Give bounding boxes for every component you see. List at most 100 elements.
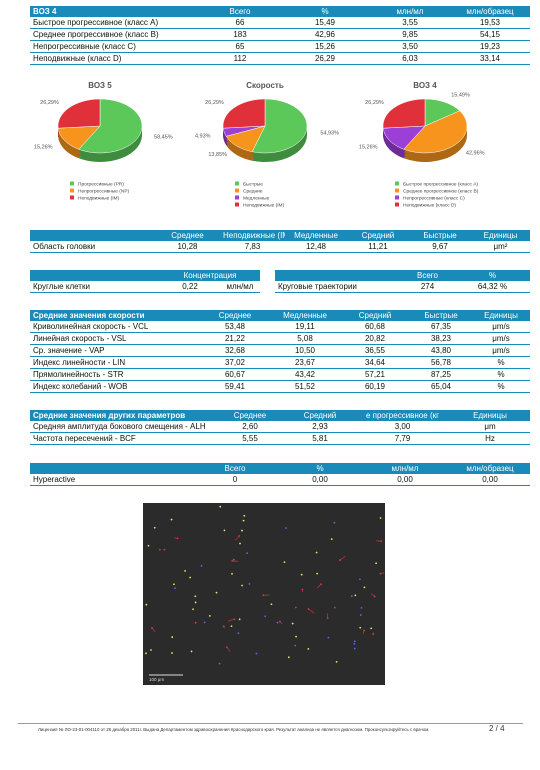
- cell-dot: [231, 572, 233, 575]
- cell-dot: [231, 560, 234, 562]
- cell-dot: [194, 621, 197, 624]
- table-cell: 0,00: [360, 474, 450, 486]
- cell-dot: [330, 538, 333, 541]
- cell-dot: [353, 640, 356, 643]
- table-cell: Hz: [450, 432, 530, 445]
- table-row: Средняя амплитуда бокового смещения - AL…: [30, 421, 530, 433]
- cell-dot: [145, 603, 148, 606]
- header-cell: Концентрация: [160, 270, 260, 281]
- table-cell: 112: [200, 52, 280, 65]
- table-cell: 3,50: [370, 40, 450, 53]
- header-cell: млн/мл: [370, 6, 450, 17]
- track: [334, 606, 336, 608]
- header-cell: Всего: [200, 6, 280, 17]
- header-cell: [275, 270, 400, 281]
- table-cell: Среднее прогрессивное (класс B): [30, 28, 200, 41]
- header-cell: Всего: [190, 463, 280, 474]
- table-cell: 33,14: [450, 52, 530, 65]
- track: [380, 572, 385, 575]
- slice-label: 15,49%: [451, 92, 470, 98]
- header-cell: Быстрые: [409, 230, 471, 241]
- header-cell: Среднее: [155, 230, 220, 241]
- table-cell: 60,68: [340, 321, 410, 333]
- footer-license: Лицензия № ЛО-23-01-004110 от 28 декабря…: [38, 727, 430, 732]
- cell-dot: [307, 647, 310, 650]
- cell-dot: [327, 636, 330, 639]
- track: [371, 593, 375, 597]
- cell-dot: [238, 618, 241, 621]
- legend-swatch: [70, 195, 74, 200]
- pie-slice: [403, 110, 468, 154]
- table-cell: Линейная скорость - VSL: [30, 332, 200, 345]
- cell-dot: [237, 632, 240, 635]
- header-cell: [30, 270, 160, 281]
- table-cell: 0: [190, 474, 280, 486]
- table-row: Индекс колебаний - WOB 59,41 51,52 60,19 65,…: [30, 380, 530, 393]
- table-cell: 42,96: [280, 28, 370, 41]
- table-cell: 7,79: [355, 432, 450, 445]
- cell-dot: [190, 650, 193, 653]
- cell-dot: [171, 652, 173, 654]
- header-cell: Среднее: [215, 410, 285, 421]
- slice-label: 15,26%: [359, 145, 378, 151]
- footer-rule: [18, 723, 523, 724]
- header-cell: млн/мл: [360, 463, 450, 474]
- table-row: Индекс линейности - LIN 37,02 23,67 34,64 56…: [30, 356, 530, 369]
- track: [362, 630, 365, 635]
- cell-dot: [379, 517, 382, 519]
- table-cell: 21,22: [200, 332, 270, 345]
- table-cell: Частота пересечений - BCF: [30, 432, 215, 445]
- header-cell: %: [455, 270, 530, 281]
- table-cell: 274: [400, 281, 455, 293]
- header-row: Концентрация: [30, 270, 260, 281]
- table-cell: %: [472, 356, 530, 369]
- cell-dot: [315, 551, 318, 554]
- cell-dot: [287, 656, 290, 659]
- table-cell: Непрогрессивные (класс C): [30, 40, 200, 53]
- track: [151, 627, 156, 633]
- table-cell: 67,35: [410, 321, 472, 333]
- track: [339, 555, 346, 561]
- track: [235, 535, 240, 541]
- track: [316, 584, 322, 589]
- slice-label: 26,29%: [40, 100, 59, 106]
- legend-swatch: [235, 195, 239, 200]
- header-cell: Средний: [285, 410, 355, 421]
- cell-dot: [359, 626, 362, 629]
- header-cell: [30, 463, 190, 474]
- table-cell: Hyperactive: [30, 474, 190, 486]
- table-row: Круглые клетки 0,22 млн/мл: [30, 281, 260, 293]
- cell-dot: [192, 608, 194, 611]
- header-cell: Единицы: [471, 230, 530, 241]
- table-row: Быстрое прогрессивное (класс A) 66 15,49 3,…: [30, 17, 530, 29]
- legend-swatch: [235, 181, 239, 186]
- header-cell: Медленные: [270, 310, 340, 321]
- legend-label: Непрогрессивные (NP): [78, 189, 130, 195]
- cell-dot: [194, 595, 197, 598]
- table-cell: 56,78: [410, 356, 472, 369]
- table-cell: 0,22: [160, 281, 220, 293]
- legend-label: Среднее прогрессивное (класс B): [403, 189, 479, 195]
- cell-dot: [262, 594, 265, 597]
- table-cell: 19,11: [270, 321, 340, 333]
- table-cell: 6,03: [370, 52, 450, 65]
- cell-dot: [354, 594, 357, 597]
- header-row: Всего% млн/мл млн/образец: [30, 463, 530, 474]
- header-cell: ВОЗ 4: [30, 6, 200, 17]
- table-cell: 36,55: [340, 344, 410, 357]
- data-table: Концентрация Круглые клетки 0,22 млн/мл: [30, 270, 260, 293]
- legend-swatch: [395, 188, 399, 193]
- table-cell: 3,00: [355, 421, 450, 433]
- cell-dot: [184, 569, 186, 572]
- table-cell: 65,04: [410, 380, 472, 393]
- table-cell: 5,81: [285, 432, 355, 445]
- legend-swatch: [70, 181, 74, 186]
- cell-dot: [300, 573, 303, 576]
- table-cell: Область головки: [30, 241, 155, 253]
- header-row: Средние значения других параметров Средне…: [30, 410, 530, 421]
- cell-dot: [333, 606, 336, 609]
- cell-dot: [375, 562, 378, 565]
- table-cell: μm/s: [472, 332, 530, 345]
- pie-slice: [57, 98, 101, 129]
- table-cell: 66: [200, 17, 280, 29]
